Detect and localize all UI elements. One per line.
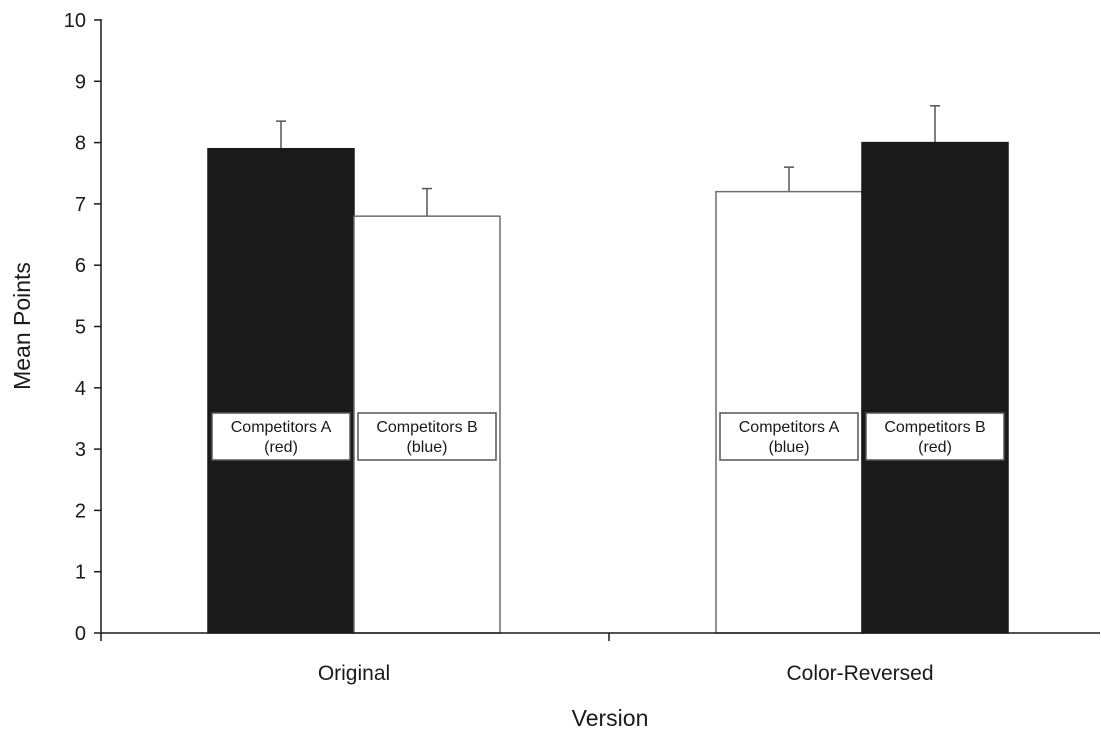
y-tick-label: 2: [75, 500, 86, 522]
bar-label-box: [211, 412, 351, 461]
y-axis-title: Mean Points: [9, 262, 35, 390]
bar-label-box: [865, 412, 1005, 461]
x-category-label: Original: [318, 662, 390, 685]
axes: [100, 19, 1100, 641]
bar-label-text: Competitors A: [231, 419, 332, 436]
y-tick-label: 7: [75, 194, 86, 216]
bar-label-text: (blue): [769, 439, 810, 456]
bar-label-box: [719, 412, 859, 461]
y-tick-label: 5: [75, 317, 86, 339]
bar: [861, 141, 1009, 634]
y-tick-label: 8: [75, 133, 86, 155]
bar-label-text: (red): [264, 439, 298, 456]
bar: [207, 147, 355, 634]
x-axis-title: Version: [572, 705, 649, 731]
y-tick-label: 10: [64, 10, 86, 32]
bar-label-text: Competitors B: [884, 419, 985, 436]
bar-label-box: [357, 412, 497, 461]
bar-label-text: Competitors A: [739, 419, 840, 436]
y-tick-label: 3: [75, 439, 86, 461]
y-tick-label: 1: [75, 562, 86, 584]
y-tick-label: 0: [75, 623, 86, 645]
y-tick-label: 4: [75, 378, 86, 400]
x-category-label: Color-Reversed: [786, 662, 933, 685]
y-tick-label: 9: [75, 71, 86, 93]
y-axis-ticks: 0 1 2 3 4 5 6 7 8 9 10: [64, 10, 101, 645]
bar-label-text: (red): [918, 439, 952, 456]
bar-label-text: Competitors B: [376, 419, 477, 436]
x-axis-category-labels: Original Color-Reversed: [318, 662, 934, 685]
y-tick-label: 6: [75, 255, 86, 277]
bars-group: Competitors A (red) Competitors B (blue) Com…: [207, 105, 1009, 634]
bar-label-text: (blue): [407, 439, 448, 456]
